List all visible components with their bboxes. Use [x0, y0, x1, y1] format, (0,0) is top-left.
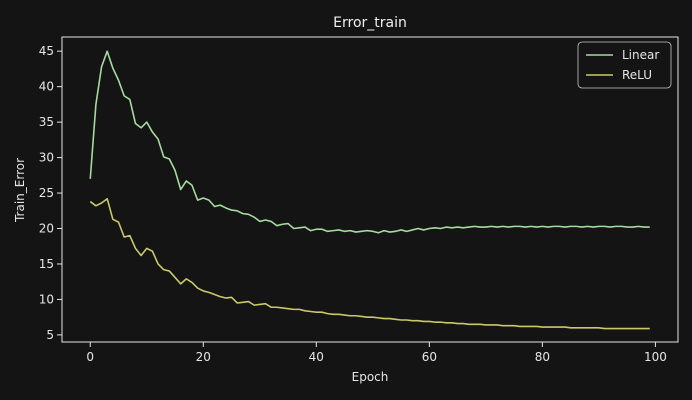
y-tick-label: 20 — [39, 222, 54, 236]
legend-box — [577, 41, 672, 89]
x-axis-label: Epoch — [352, 370, 389, 384]
y-axis-label: Train_Error — [13, 158, 27, 223]
y-tick-label: 40 — [39, 80, 54, 94]
plot-frame — [61, 36, 679, 343]
legend-label-linear: Linear — [622, 48, 659, 62]
series-line-relu — [89, 197, 650, 330]
series-line-linear — [89, 50, 650, 234]
y-tick-label: 25 — [39, 186, 54, 200]
x-tick-label: 100 — [644, 350, 667, 364]
chart-title: Error_train — [333, 15, 407, 31]
x-tick-label: 60 — [422, 350, 437, 364]
x-tick-label: 80 — [535, 350, 550, 364]
x-tick-label: 20 — [196, 350, 211, 364]
x-axis-ticks: 0 20 40 60 80 100 — [86, 342, 667, 364]
legend: Linear ReLU — [577, 41, 672, 89]
y-axis-ticks: 5 10 15 20 25 30 35 40 45 — [39, 44, 62, 342]
x-tick-label: 0 — [86, 350, 94, 364]
y-tick-label: 5 — [46, 328, 54, 342]
plot-area — [61, 36, 679, 343]
y-tick-label: 30 — [39, 151, 54, 165]
y-tick-label: 45 — [39, 44, 54, 58]
series-lines — [89, 50, 650, 330]
y-tick-label: 10 — [39, 292, 54, 306]
y-tick-label: 35 — [39, 115, 54, 129]
x-tick-label: 40 — [309, 350, 324, 364]
legend-label-relu: ReLU — [622, 68, 652, 82]
y-tick-label: 15 — [39, 257, 54, 271]
